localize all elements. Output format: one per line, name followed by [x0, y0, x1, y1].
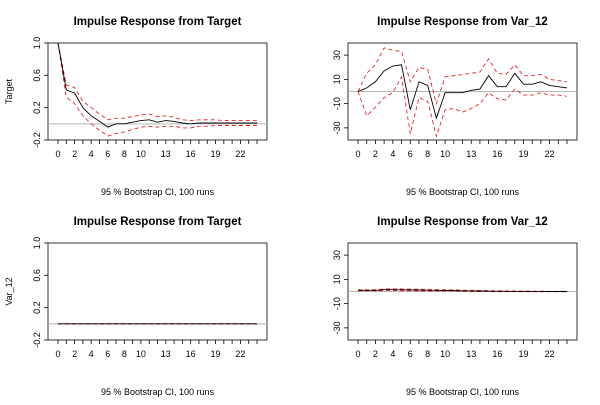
- y-tick-label: 0.2: [32, 101, 42, 114]
- x-tick-label: 2: [373, 349, 378, 359]
- irf-panel-1: Impulse Response from Target -0.2 0.2 0.6 1.…: [4, 16, 268, 197]
- ci-upper-line: [357, 47, 568, 106]
- x-tick-label: 2: [72, 149, 77, 159]
- y-tick-label: 0.2: [32, 301, 42, 314]
- y-tick-label: -30: [332, 121, 342, 134]
- x-tick-label: 4: [390, 149, 395, 159]
- x-tick-label: 2: [72, 349, 77, 359]
- y-tick-label: -10: [332, 97, 342, 110]
- x-tick-label: 8: [122, 349, 127, 359]
- y-tick-label: -30: [332, 321, 342, 334]
- irf-panel-2: Impulse Response from Var_12 -30 -10 10 30 0 2…: [332, 16, 578, 197]
- y-tick-label: 30: [332, 50, 342, 60]
- x-tick-label: 0: [355, 349, 360, 359]
- x-tick-label: 22: [235, 149, 245, 159]
- x-tick-label: 4: [390, 349, 395, 359]
- ci-upper-line: [57, 42, 257, 122]
- x-tick-label: 13: [161, 149, 171, 159]
- x-tick-label: 19: [211, 349, 221, 359]
- x-tick-label: 6: [408, 349, 413, 359]
- x-tick-label: 22: [545, 149, 555, 159]
- x-tick-label: 13: [466, 349, 476, 359]
- x-tick-label: 0: [55, 149, 60, 159]
- x-axis-caption: 95 % Bootstrap CI, 100 runs: [101, 187, 215, 197]
- y-tick-label: 0.6: [32, 269, 42, 282]
- y-tick-label: 10: [332, 274, 342, 284]
- x-tick-label: 6: [408, 149, 413, 159]
- y-tick-label: 0.6: [32, 69, 42, 82]
- x-axis-caption: 95 % Bootstrap CI, 100 runs: [101, 387, 215, 397]
- panel-title: Impulse Response from Var_12: [377, 216, 548, 228]
- x-tick-label: 13: [466, 149, 476, 159]
- x-tick-label: 8: [425, 149, 430, 159]
- x-tick-label: 16: [186, 149, 196, 159]
- x-tick-label: 22: [235, 349, 245, 359]
- y-tick-label: 30: [332, 250, 342, 260]
- irf-panel-4: Impulse Response from Var_12 -30 -10 10 30 0 2…: [332, 216, 578, 397]
- x-tick-label: 16: [186, 349, 196, 359]
- y-tick-label: -0.2: [32, 332, 42, 348]
- x-tick-label: 13: [161, 349, 171, 359]
- irf-panel-3: Impulse Response from Target -0.2 0.2 0.6 1.…: [4, 216, 268, 397]
- x-tick-label: 19: [518, 349, 528, 359]
- y-axis-label: Target: [4, 78, 14, 104]
- x-tick-label: 19: [211, 149, 221, 159]
- y-tick-label: 1.0: [32, 37, 42, 50]
- panel-title: Impulse Response from Target: [74, 16, 242, 28]
- x-tick-label: 16: [492, 149, 502, 159]
- x-tick-label: 8: [425, 349, 430, 359]
- y-tick-label: 1.0: [32, 237, 42, 250]
- y-tick-label: -0.2: [32, 132, 42, 148]
- y-tick-label: 10: [332, 74, 342, 84]
- x-tick-label: 10: [440, 149, 450, 159]
- x-tick-label: 8: [122, 149, 127, 159]
- x-tick-label: 4: [89, 149, 94, 159]
- x-tick-label: 0: [355, 149, 360, 159]
- x-tick-label: 6: [105, 149, 110, 159]
- x-tick-label: 6: [105, 349, 110, 359]
- x-tick-label: 10: [136, 149, 146, 159]
- y-tick-label: -10: [332, 297, 342, 310]
- ci-lower-line: [357, 75, 568, 139]
- x-tick-label: 10: [440, 349, 450, 359]
- x-tick-label: 4: [89, 349, 94, 359]
- irf-line: [57, 42, 257, 128]
- panel-title: Impulse Response from Var_12: [377, 16, 548, 28]
- x-tick-label: 10: [136, 349, 146, 359]
- x-tick-label: 19: [518, 149, 528, 159]
- ci-lower-line: [57, 42, 257, 137]
- y-axis-label: Var_12: [4, 277, 14, 305]
- x-tick-label: 0: [55, 349, 60, 359]
- x-tick-label: 2: [373, 149, 378, 159]
- x-tick-label: 16: [492, 349, 502, 359]
- x-axis-caption: 95 % Bootstrap CI, 100 runs: [406, 387, 520, 397]
- x-tick-label: 22: [545, 349, 555, 359]
- x-axis-caption: 95 % Bootstrap CI, 100 runs: [406, 187, 520, 197]
- panel-title: Impulse Response from Target: [74, 216, 242, 228]
- irf-line: [357, 64, 568, 120]
- irf-line: [358, 289, 567, 292]
- plot-frame: [47, 242, 268, 341]
